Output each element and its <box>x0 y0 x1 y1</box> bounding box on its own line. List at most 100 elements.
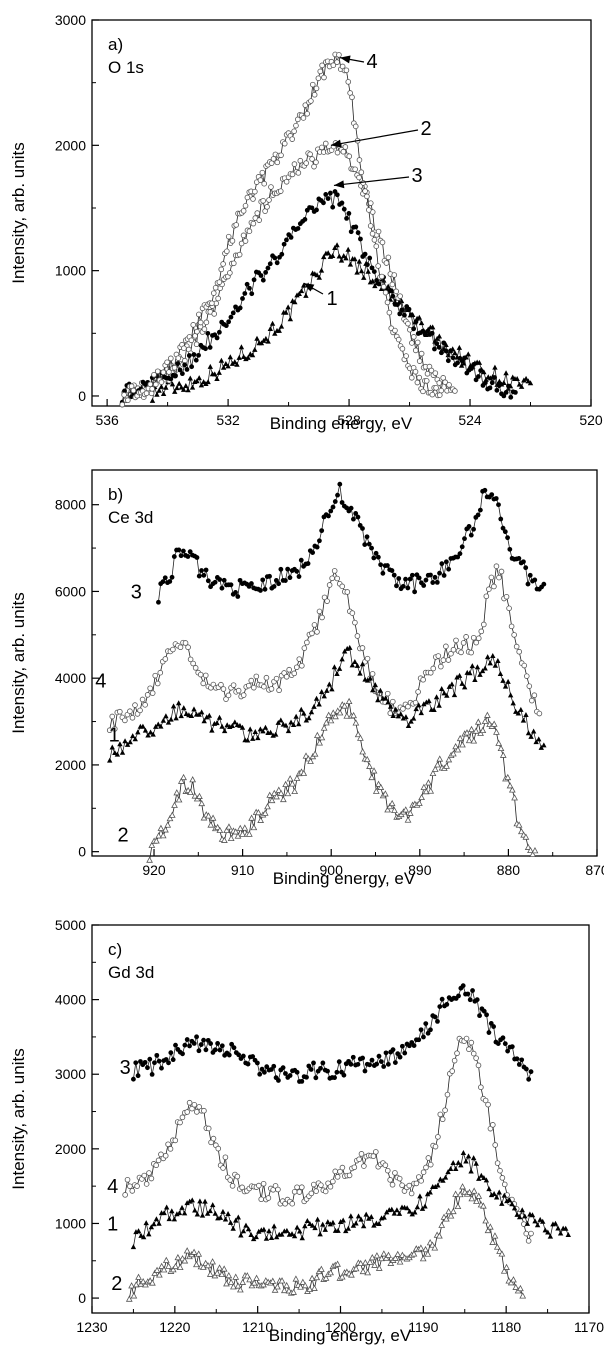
data-point <box>501 393 507 399</box>
data-point <box>430 665 437 672</box>
data-point <box>445 657 452 663</box>
data-point <box>423 1164 429 1171</box>
data-point <box>519 1207 525 1213</box>
data-point <box>207 821 215 828</box>
data-point <box>151 371 157 378</box>
data-point <box>230 1225 236 1231</box>
data-point <box>292 299 298 305</box>
data-point <box>158 723 164 729</box>
annotation-arrowhead <box>339 55 351 64</box>
data-point <box>224 722 230 728</box>
data-point <box>143 390 150 397</box>
data-point <box>301 1281 309 1289</box>
panel-b-ce3d: 920910900890880870020004000600080003412 … <box>9 469 604 888</box>
data-point <box>482 1097 489 1104</box>
curve-label-1: 1 <box>107 1213 118 1235</box>
data-point <box>296 574 302 579</box>
data-point <box>201 572 207 578</box>
x-tick-label: 536 <box>95 412 119 428</box>
data-point <box>267 261 273 267</box>
data-point <box>165 1262 172 1269</box>
data-point <box>242 203 249 209</box>
data-point <box>117 708 123 715</box>
data-point <box>253 1234 259 1240</box>
data-point <box>132 1281 140 1288</box>
data-point <box>216 369 222 375</box>
data-point <box>240 1228 247 1234</box>
data-point <box>193 357 199 363</box>
data-point <box>313 1075 319 1081</box>
data-point <box>175 355 182 361</box>
data-point <box>491 583 497 590</box>
data-point <box>431 706 437 712</box>
y-tick-label: 0 <box>78 1290 86 1306</box>
data-point <box>413 319 419 325</box>
data-point <box>170 646 176 653</box>
data-point <box>193 341 200 348</box>
data-point <box>198 1042 204 1047</box>
data-point <box>460 640 467 646</box>
data-point <box>373 1252 381 1259</box>
data-point <box>133 1060 139 1066</box>
data-point <box>458 1162 464 1168</box>
data-point <box>266 791 274 798</box>
data-point <box>530 728 537 734</box>
data-point <box>385 1251 392 1258</box>
data-point <box>205 379 211 385</box>
data-point <box>225 823 233 830</box>
data-point <box>487 660 493 666</box>
data-point <box>237 305 243 311</box>
data-point <box>339 1164 346 1171</box>
curve-label-2: 2 <box>420 118 431 140</box>
y-tick-label: 4000 <box>55 670 86 686</box>
data-point <box>119 749 126 755</box>
data-point <box>111 726 118 732</box>
data-point <box>379 239 386 246</box>
data-point <box>505 1048 511 1054</box>
data-point <box>266 197 272 203</box>
data-point <box>289 1231 295 1237</box>
data-point <box>186 1099 193 1106</box>
data-point <box>239 1278 247 1285</box>
data-point <box>489 380 495 386</box>
data-point <box>357 670 363 676</box>
data-point <box>149 1279 156 1286</box>
data-point <box>271 1286 279 1293</box>
data-point <box>385 283 391 289</box>
data-point <box>261 683 267 690</box>
data-point <box>302 217 308 222</box>
data-point <box>254 210 261 216</box>
data-point <box>385 699 391 705</box>
data-point <box>199 568 204 573</box>
data-point <box>252 729 258 735</box>
data-point <box>327 1221 334 1227</box>
data-point <box>438 685 445 691</box>
data-point <box>293 713 299 719</box>
data-point <box>371 1261 378 1268</box>
data-point <box>207 345 213 350</box>
data-point <box>418 320 425 326</box>
data-point <box>268 686 275 692</box>
data-point <box>368 1254 376 1261</box>
data-point <box>181 705 187 711</box>
data-point <box>122 738 128 744</box>
data-point <box>478 1172 485 1178</box>
data-point <box>321 594 328 601</box>
data-point <box>313 731 321 738</box>
data-point <box>326 681 333 687</box>
data-point <box>387 703 394 709</box>
data-point <box>330 62 337 68</box>
data-point <box>372 283 378 289</box>
data-point <box>503 1263 510 1270</box>
data-point <box>397 293 403 299</box>
data-point <box>394 1250 402 1257</box>
data-point <box>206 712 213 718</box>
data-point <box>369 1057 375 1063</box>
data-point <box>440 1177 446 1183</box>
data-point <box>209 1258 216 1265</box>
data-point <box>399 345 406 352</box>
data-point <box>293 774 301 781</box>
data-point <box>469 366 474 371</box>
data-point <box>257 1071 263 1077</box>
data-point <box>357 734 364 741</box>
